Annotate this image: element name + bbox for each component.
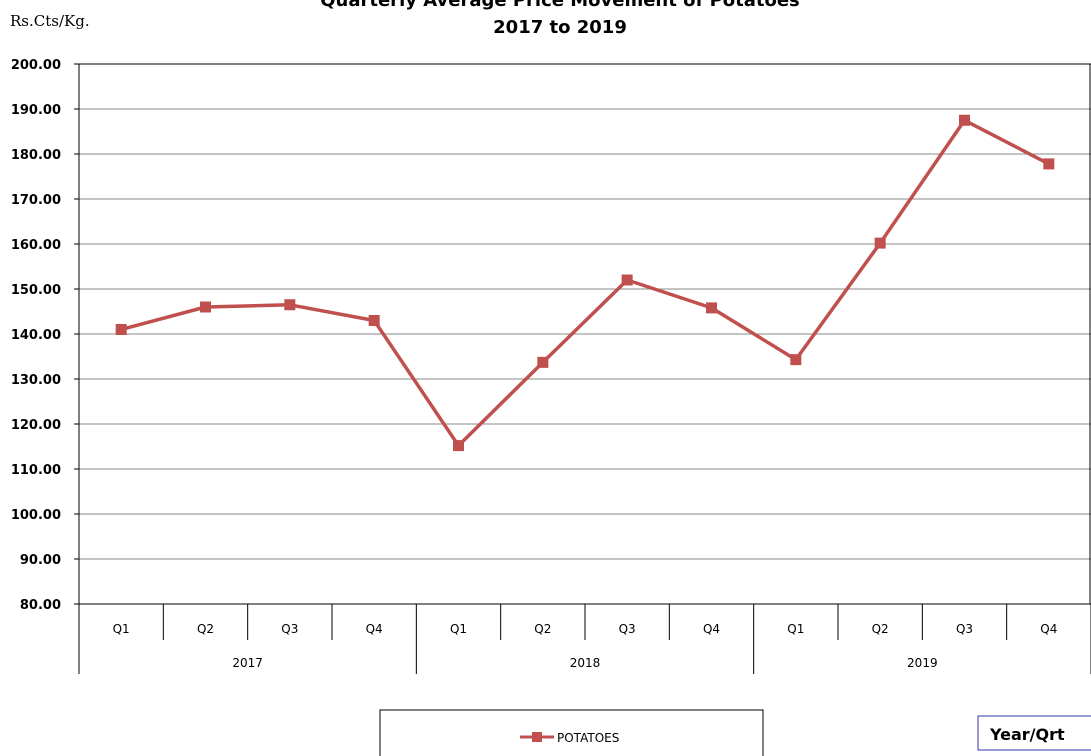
y-units-label: Rs.Cts/Kg. [10, 12, 90, 30]
data-point-marker [284, 299, 296, 311]
year-label: 2017 [232, 656, 263, 670]
x-tick-label: Q4 [703, 622, 720, 636]
y-tick-label: 90.00 [20, 553, 61, 568]
y-tick-label: 190.00 [11, 103, 61, 118]
x-tick-label: Q4 [1040, 622, 1057, 636]
x-tick-label: Q4 [366, 622, 383, 636]
data-point-marker [790, 354, 802, 366]
x-tick-label: Q2 [872, 622, 889, 636]
data-point-marker [1043, 158, 1055, 170]
y-tick-label: 140.00 [11, 328, 61, 343]
x-axis-title-frame [977, 715, 1091, 751]
data-point-marker [621, 274, 633, 286]
x-axis: Q1 Q2 Q3 Q4 Q1 Q2 Q3 Q4 Q1 Q2 Q3 Q4 2017 2018 2019 [78, 603, 1091, 674]
x-tick-label: Q2 [197, 622, 214, 636]
x-tick-label: Q1 [787, 622, 804, 636]
data-point-marker [368, 315, 380, 326]
y-tick-label: 130.00 [11, 373, 61, 388]
data-point-marker [874, 237, 886, 249]
legend-marker [532, 732, 542, 742]
legend-box [379, 709, 764, 756]
data-point-marker [706, 302, 717, 314]
y-axis-ticks: 80.00 90.00 100.00 110.00 120.00 130.00 140.00… [11, 58, 61, 613]
x-tick-label: Q2 [534, 622, 551, 636]
x-tick-label: Q3 [281, 622, 298, 636]
y-tick-label: 160.00 [11, 238, 61, 253]
data-point-marker [115, 324, 127, 335]
legend-label-potatoes: POTATOES [557, 731, 619, 745]
legend: POTATOES [379, 709, 764, 756]
y-tick-label: 200.00 [11, 58, 61, 73]
data-point-marker [200, 301, 211, 313]
series-potatoes [115, 114, 1055, 452]
data-point-marker [959, 114, 970, 126]
series-line [120, 118, 1050, 448]
chart-subtitle: 2017 to 2019 [493, 17, 627, 38]
y-tick-label: 150.00 [11, 283, 61, 298]
year-label: 2019 [907, 656, 938, 670]
x-tick-label: Q1 [113, 622, 130, 636]
year-label: 2018 [570, 656, 601, 670]
y-tick-label: 170.00 [11, 193, 61, 208]
y-tick-label: 180.00 [11, 148, 61, 163]
y-tick-label: 110.00 [11, 463, 61, 478]
chart-title: Quarterly Average Price Movement of Pota… [320, 0, 800, 11]
grid-lines [74, 63, 1091, 605]
y-tick-label: 100.00 [11, 508, 61, 523]
x-axis-title-box: Year/Qrt [977, 715, 1091, 751]
x-tick-label: Q3 [619, 622, 636, 636]
x-axis-title: Year/Qrt [989, 725, 1065, 744]
x-tick-label: Q3 [956, 622, 973, 636]
data-point-marker [453, 440, 464, 452]
y-tick-label: 120.00 [11, 418, 61, 433]
y-tick-label: 80.00 [20, 598, 61, 613]
data-point-marker [537, 356, 549, 368]
x-tick-label: Q1 [450, 622, 467, 636]
